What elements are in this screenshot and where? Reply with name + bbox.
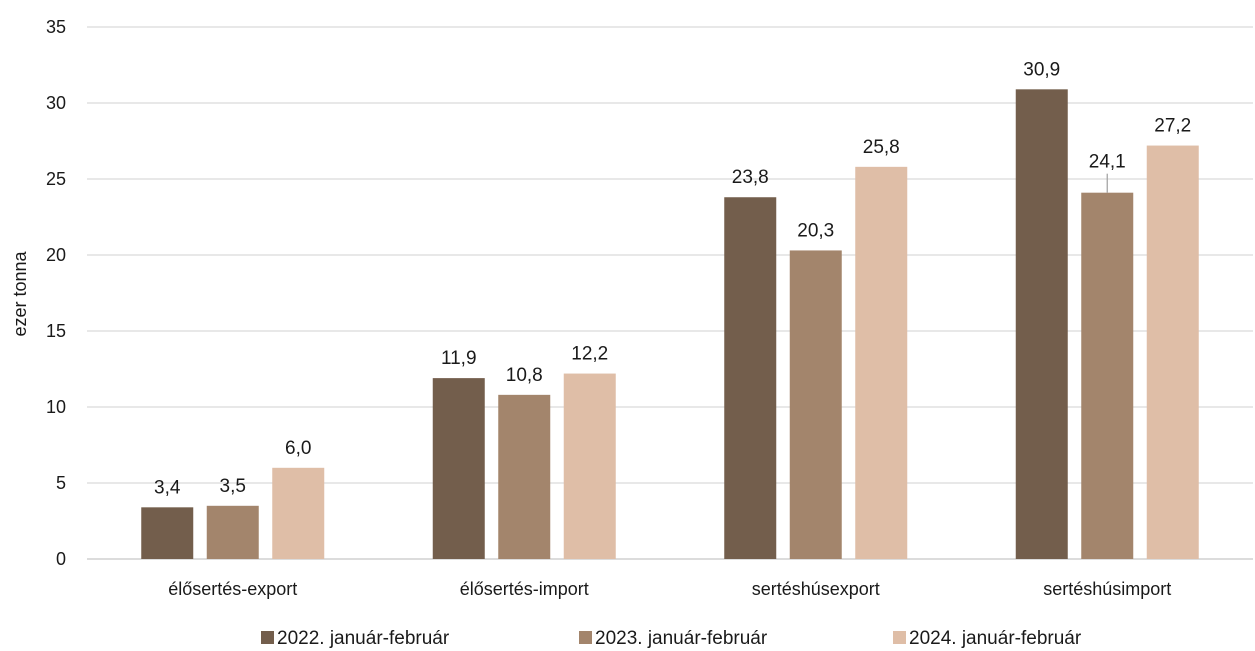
- y-tick-label: 20: [46, 245, 66, 265]
- x-category-label: sertéshúsexport: [752, 579, 880, 599]
- bar: [855, 166, 908, 559]
- data-label: 30,9: [1023, 59, 1060, 80]
- bar: [1081, 192, 1134, 559]
- data-label: 6,0: [285, 438, 311, 459]
- y-tick-label: 5: [56, 473, 66, 493]
- legend-swatch: [579, 631, 592, 644]
- bar: [141, 507, 194, 559]
- bar: [272, 467, 325, 559]
- data-label: 23,8: [732, 167, 769, 188]
- bar: [206, 505, 259, 559]
- bar: [1015, 89, 1068, 559]
- y-tick-label: 0: [56, 549, 66, 569]
- data-label: 24,1: [1089, 152, 1126, 173]
- data-label: 20,3: [797, 220, 834, 241]
- data-label: 3,4: [154, 477, 181, 498]
- legend: 2022. január-február 2023. január-február…: [261, 628, 1082, 649]
- bar: [563, 373, 616, 559]
- data-labels: 3,4 3,5 6,0 11,9 10,8 12,2 23,8 20,3 25,8 30,9 24,…: [154, 59, 1191, 498]
- x-category-label: sertéshúsimport: [1043, 579, 1171, 599]
- legend-swatch: [261, 631, 274, 644]
- legend-swatch: [893, 631, 906, 644]
- data-label: 27,2: [1154, 116, 1191, 137]
- bar: [724, 197, 777, 560]
- bar: [789, 250, 842, 559]
- x-category-label: élősertés-export: [168, 579, 297, 599]
- y-tick-label: 10: [46, 397, 66, 417]
- x-axis-categories: élősertés-export élősertés-import sertéshú…: [168, 579, 1171, 599]
- y-axis-title: ezer tonna: [10, 250, 30, 336]
- data-label: 3,5: [220, 476, 246, 497]
- bars: [141, 89, 1199, 560]
- data-label: 12,2: [571, 344, 608, 365]
- legend-label: 2022. január-február: [277, 628, 450, 649]
- y-tick-label: 25: [46, 169, 66, 189]
- y-tick-label: 30: [46, 93, 66, 113]
- legend-label: 2023. január-február: [595, 628, 768, 649]
- x-category-label: élősertés-import: [460, 579, 589, 599]
- data-label: 10,8: [506, 365, 543, 386]
- y-tick-label: 15: [46, 321, 66, 341]
- y-tick-label: 35: [46, 17, 66, 37]
- gridlines: [87, 26, 1253, 560]
- legend-label: 2024. január-február: [909, 628, 1082, 649]
- y-axis-ticks: 0 5 10 15 20 25 30 35: [46, 17, 66, 569]
- bar: [432, 378, 485, 559]
- bar: [1146, 145, 1199, 559]
- bar: [498, 394, 551, 559]
- data-label: 11,9: [441, 348, 477, 369]
- data-label: 25,8: [863, 137, 900, 158]
